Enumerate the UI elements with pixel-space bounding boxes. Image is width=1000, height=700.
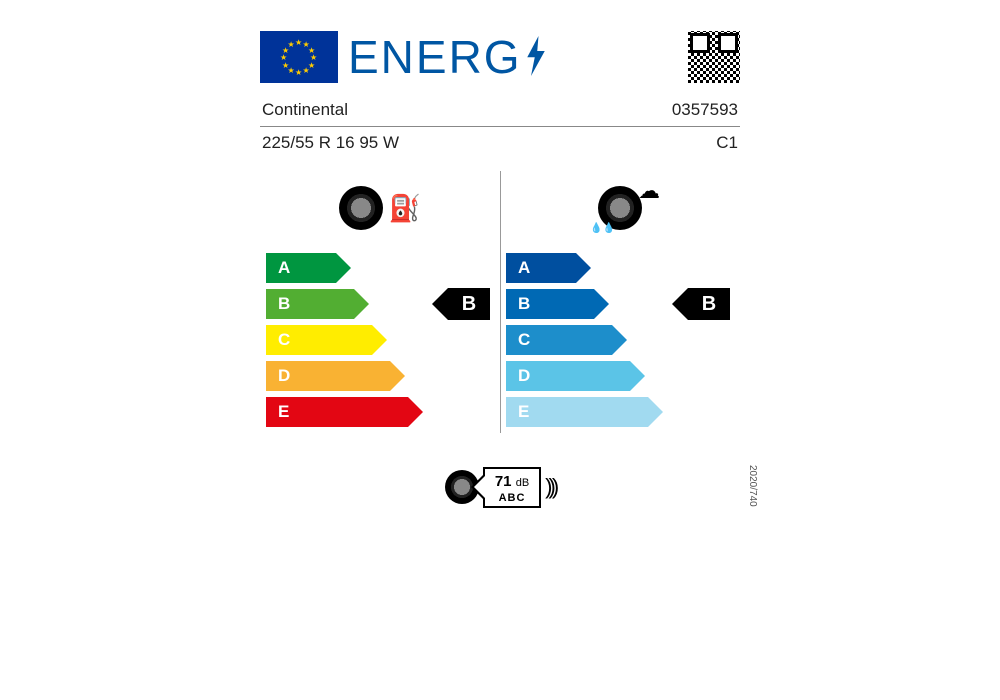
rating-bar-b: B <box>506 289 594 319</box>
ratings-panel: ⛽ ABCDEB ☁ 💧💧 ABCDEB <box>260 171 740 433</box>
speaker-icon: 71 dB ABC <box>483 467 541 508</box>
rating-marker: B <box>448 288 490 320</box>
noise-value: 71 <box>495 473 512 490</box>
noise-class-c: C <box>516 492 525 504</box>
rain-cloud-icon: ☁ <box>638 178 660 204</box>
size-row: 225/55 R 16 95 W C1 <box>260 129 740 157</box>
wet-tire-wrap: ☁ 💧💧 <box>598 186 642 230</box>
tire-icon <box>339 186 383 230</box>
fuel-efficiency-column: ⛽ ABCDEB <box>260 171 500 433</box>
brand-name: Continental <box>262 100 348 120</box>
qr-code-icon <box>688 31 740 83</box>
rating-marker: B <box>688 288 730 320</box>
rating-bar-label: C <box>518 330 530 350</box>
rating-bar-label: A <box>518 258 530 278</box>
rating-bar-c: C <box>266 325 372 355</box>
noise-class-a: A <box>499 492 508 504</box>
wet-icon-row: ☁ 💧💧 <box>506 171 734 245</box>
eu-tyre-label: ★★★★★★★★★★★★ ENERG Continental 0357593 2… <box>260 30 740 527</box>
rating-bar-label: D <box>278 366 290 386</box>
wet-grip-column: ☁ 💧💧 ABCDEB <box>500 171 740 433</box>
rating-bar-label: D <box>518 366 530 386</box>
rain-drops-icon: 💧💧 <box>590 223 615 234</box>
rating-bar-d: D <box>266 361 390 391</box>
noise-class-indicator: ABC <box>499 492 526 504</box>
rating-bar-c: C <box>506 325 612 355</box>
rating-bar-label: B <box>518 294 530 314</box>
rating-bar-label: A <box>278 258 290 278</box>
divider <box>260 126 740 127</box>
wet-arrows: ABCDEB <box>506 253 734 427</box>
noise-panel: 71 dB ABC ))) <box>260 447 740 527</box>
rating-bar-b: B <box>266 289 354 319</box>
sound-waves-icon: ))) <box>545 480 555 493</box>
noise-box: 71 dB ABC ))) <box>445 467 555 508</box>
brand-row: Continental 0357593 <box>260 96 740 124</box>
noise-unit: dB <box>516 477 529 489</box>
eu-flag-icon: ★★★★★★★★★★★★ <box>260 31 338 83</box>
rating-bar-e: E <box>266 397 408 427</box>
rating-bar-label: E <box>518 402 529 422</box>
tire-size: 225/55 R 16 95 W <box>262 133 399 153</box>
noise-class-b: B <box>508 492 517 504</box>
tire-class: C1 <box>716 133 738 153</box>
rating-bar-label: C <box>278 330 290 350</box>
bolt-icon <box>522 33 550 87</box>
energy-word: ENERG <box>348 31 522 83</box>
fuel-icon-row: ⛽ <box>266 171 494 245</box>
rating-bar-a: A <box>506 253 576 283</box>
rating-bar-e: E <box>506 397 648 427</box>
rating-bar-d: D <box>506 361 630 391</box>
fuel-pump-icon: ⛽ <box>389 193 421 224</box>
regulation-text: 2020/740 <box>747 465 758 507</box>
header-row: ★★★★★★★★★★★★ ENERG <box>260 30 740 84</box>
rating-bar-a: A <box>266 253 336 283</box>
energy-title: ENERG <box>348 30 678 84</box>
fuel-arrows: ABCDEB <box>266 253 494 427</box>
rating-bar-label: B <box>278 294 290 314</box>
rating-bar-label: E <box>278 402 289 422</box>
article-number: 0357593 <box>672 100 738 120</box>
